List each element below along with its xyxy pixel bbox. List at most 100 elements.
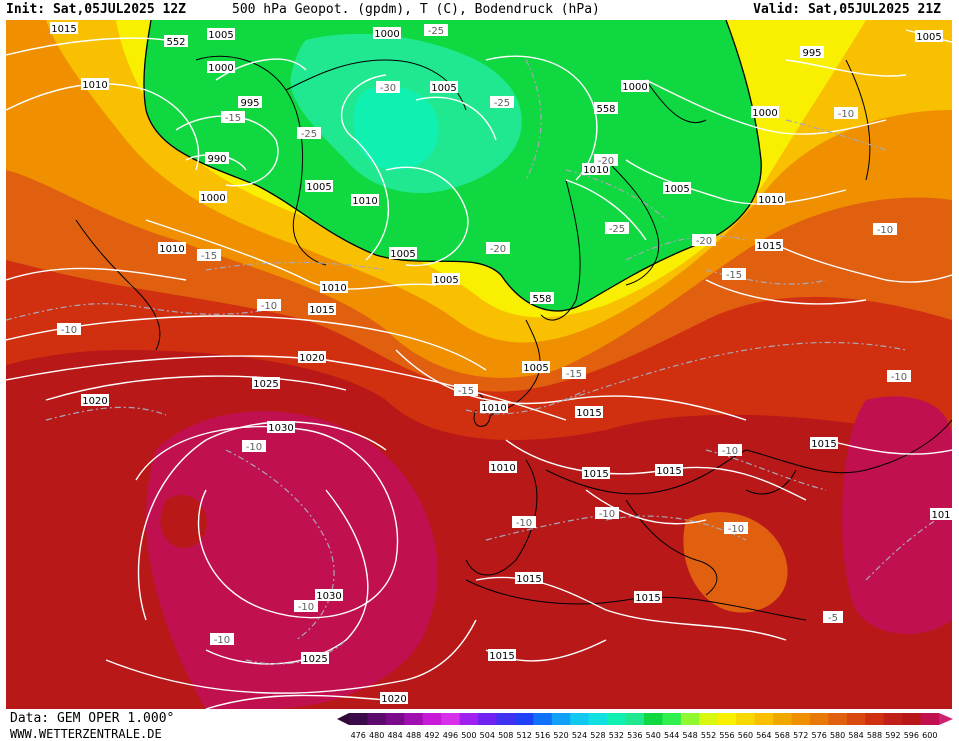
- svg-text:1015: 1015: [51, 24, 76, 35]
- scale-arrow-right: [939, 713, 953, 725]
- temperature-label: -10: [210, 633, 234, 646]
- pressure-label: 1015: [582, 467, 610, 480]
- temperature-label: -25: [605, 222, 629, 235]
- svg-text:-20: -20: [598, 156, 614, 167]
- scale-swatch: [478, 713, 497, 725]
- svg-text:-10: -10: [891, 372, 907, 383]
- isotherms: [6, 59, 937, 665]
- svg-text:1005: 1005: [390, 249, 415, 260]
- scale-tick-label: 524: [572, 731, 587, 740]
- temperature-label: -10: [887, 370, 911, 383]
- scale-swatch: [920, 713, 940, 725]
- pressure-label: 1015: [308, 303, 336, 316]
- svg-text:1010: 1010: [758, 195, 783, 206]
- scale-tick-label: 548: [682, 731, 697, 740]
- scale-swatch: [570, 713, 590, 725]
- pressure-label: 1005: [305, 180, 333, 193]
- scale-swatch: [846, 713, 866, 725]
- pressure-label: 1005: [207, 28, 235, 41]
- svg-text:995: 995: [802, 48, 821, 59]
- svg-text:1015: 1015: [583, 469, 608, 480]
- pressure-label: 101: [930, 508, 952, 521]
- svg-text:1015: 1015: [309, 305, 334, 316]
- scale-swatch: [662, 713, 682, 725]
- svg-text:-15: -15: [225, 113, 241, 124]
- scale-swatch: [422, 713, 442, 725]
- scale-swatch: [902, 713, 922, 725]
- scale-tick-label: 600: [922, 731, 937, 740]
- temperature-label: -25: [424, 24, 448, 37]
- temperature-label: -15: [197, 249, 221, 262]
- pressure-label: 1005: [522, 361, 550, 374]
- scale-tick-label: 572: [793, 731, 808, 740]
- svg-text:1015: 1015: [756, 241, 781, 252]
- temperature-label: -20: [486, 242, 510, 255]
- svg-text:-20: -20: [490, 244, 506, 255]
- svg-text:1025: 1025: [302, 654, 327, 665]
- pressure-label: 1015: [488, 649, 516, 662]
- pressure-label: 1010: [351, 194, 379, 207]
- scale-tick-label: 516: [535, 731, 550, 740]
- svg-text:-10: -10: [722, 446, 738, 457]
- pressure-label: 1015: [810, 437, 838, 450]
- svg-text:-10: -10: [728, 524, 744, 535]
- pressure-label: 995: [800, 46, 824, 59]
- scale-swatch: [828, 713, 848, 725]
- scale-swatch: [459, 713, 479, 725]
- svg-text:1020: 1020: [82, 396, 107, 407]
- temperature-label: -10: [595, 507, 619, 520]
- temperature-label: -10: [873, 223, 897, 236]
- scale-swatch: [680, 713, 700, 725]
- temperature-label: -10: [512, 516, 536, 529]
- svg-text:1030: 1030: [316, 591, 341, 602]
- pressure-label: 1010: [757, 193, 785, 206]
- scale-tick-label: 480: [369, 731, 384, 740]
- data-source: Data: GEM OPER 1.000°: [10, 711, 175, 726]
- svg-text:-15: -15: [458, 386, 474, 397]
- svg-text:-10: -10: [261, 301, 277, 312]
- svg-text:-10: -10: [838, 109, 854, 120]
- pressure-label: 990: [205, 152, 229, 165]
- svg-text:-15: -15: [566, 369, 582, 380]
- scale-swatch: [588, 713, 608, 725]
- temperature-label: -15: [722, 268, 746, 281]
- scale-tick-label: 552: [701, 731, 716, 740]
- scale-swatch: [533, 713, 553, 725]
- weather-map-canvas: 1015 1005 1000 995 1010 990 1000 1005 10…: [6, 20, 952, 709]
- scale-swatch: [754, 713, 774, 725]
- svg-text:-25: -25: [494, 98, 510, 109]
- temperature-label: -20: [692, 234, 716, 247]
- svg-text:1005: 1005: [431, 83, 456, 94]
- svg-text:1005: 1005: [306, 182, 331, 193]
- temperature-label: -10: [257, 299, 281, 312]
- geopotential-label-group: 552 558 558: [164, 35, 618, 305]
- svg-text:1015: 1015: [656, 466, 681, 477]
- pressure-label: 1005: [389, 247, 417, 260]
- svg-text:1000: 1000: [622, 82, 647, 93]
- svg-text:-30: -30: [380, 83, 396, 94]
- pressure-label: 995: [238, 96, 262, 109]
- scale-tick-label: 568: [775, 731, 790, 740]
- svg-text:-10: -10: [61, 325, 77, 336]
- svg-text:552: 552: [166, 37, 185, 48]
- geopotential-label: 552: [164, 35, 188, 48]
- scale-tick-label: 584: [848, 731, 863, 740]
- scale-tick-label: 596: [904, 731, 919, 740]
- svg-text:-10: -10: [246, 442, 262, 453]
- svg-text:-25: -25: [301, 129, 317, 140]
- scale-tick-label: 592: [885, 731, 900, 740]
- temperature-label: -5: [823, 611, 843, 624]
- scale-arrow-left: [337, 713, 349, 725]
- cold-core-inner: [353, 86, 439, 170]
- pressure-label: 1005: [430, 81, 458, 94]
- svg-text:-10: -10: [298, 602, 314, 613]
- pressure-label: 1005: [432, 273, 460, 286]
- scale-tick-label: 556: [719, 731, 734, 740]
- scale-swatch: [883, 713, 903, 725]
- svg-text:1015: 1015: [635, 593, 660, 604]
- svg-text:-15: -15: [201, 251, 217, 262]
- geopotential-label: 558: [594, 102, 618, 115]
- scale-swatch: [699, 713, 719, 725]
- pressure-label-group: 1015 1005 1000 995 1010 990 1000 1005 10…: [50, 22, 952, 705]
- scale-swatch: [865, 713, 885, 725]
